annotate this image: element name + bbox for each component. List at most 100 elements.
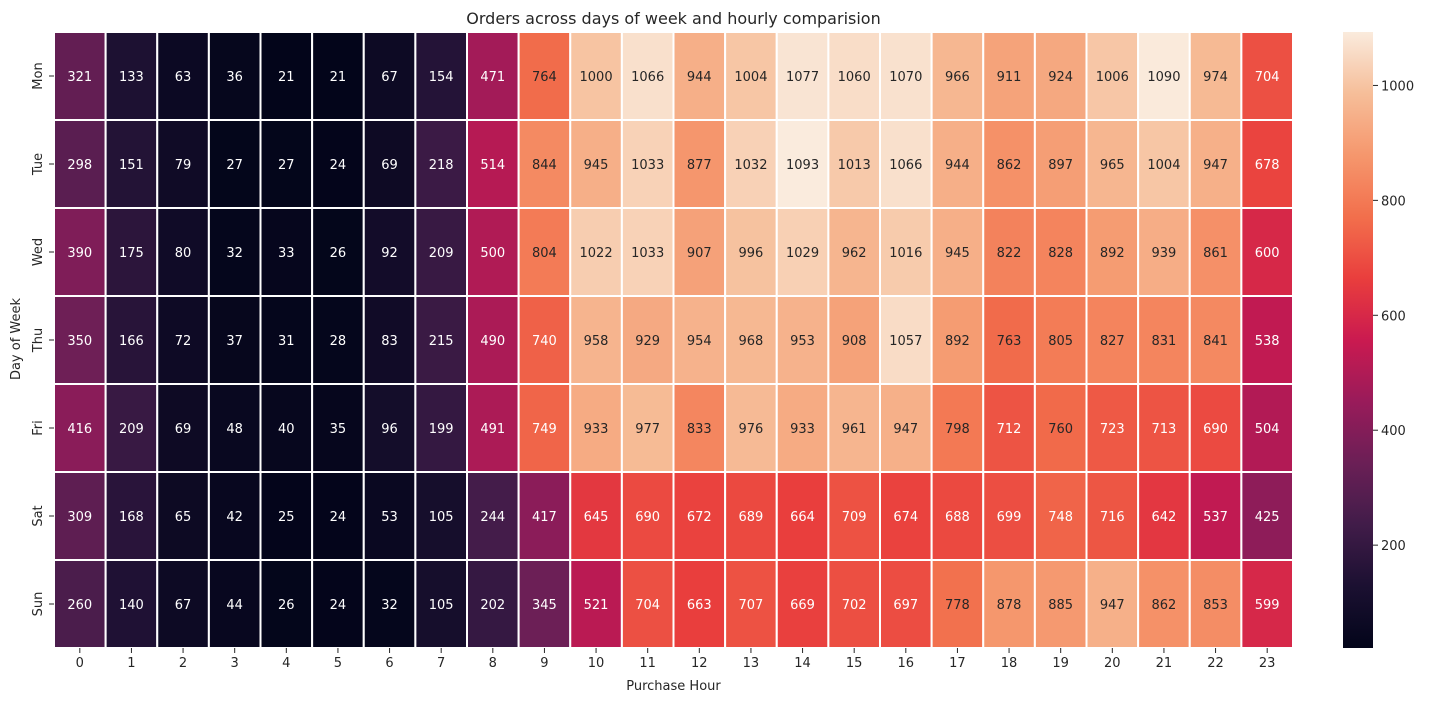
cell-value-label: 908 bbox=[842, 334, 867, 349]
x-tick-label: 18 bbox=[1001, 656, 1018, 671]
cell-value-label: 44 bbox=[226, 598, 243, 613]
cell-value-label: 154 bbox=[429, 70, 454, 85]
heatmap-cell bbox=[362, 559, 417, 649]
cell-value-label: 1057 bbox=[889, 334, 922, 349]
heatmap-cell bbox=[724, 471, 778, 561]
heatmap-cell bbox=[259, 207, 314, 297]
cell-value-label: 976 bbox=[739, 422, 764, 437]
heatmap-cell bbox=[672, 295, 727, 385]
cell-value-label: 713 bbox=[1152, 422, 1177, 437]
cell-value-label: 218 bbox=[429, 158, 454, 173]
heatmap-cell bbox=[362, 471, 417, 561]
y-tick-label: Thu bbox=[31, 328, 46, 353]
cell-value-label: 945 bbox=[584, 158, 609, 173]
cell-value-label: 1070 bbox=[889, 70, 922, 85]
cell-value-label: 599 bbox=[1255, 598, 1280, 613]
cell-value-label: 939 bbox=[1152, 246, 1177, 261]
cell-value-label: 175 bbox=[119, 246, 144, 261]
y-tick-label: Fri bbox=[31, 420, 46, 436]
cell-value-label: 707 bbox=[739, 598, 764, 613]
cell-value-label: 831 bbox=[1152, 334, 1177, 349]
heatmap-cell bbox=[569, 471, 623, 561]
y-axis-ticks: Mon Tue Wed Thu Fri Sat Sun bbox=[31, 62, 54, 616]
cell-value-label: 968 bbox=[739, 334, 764, 349]
cell-value-label: 417 bbox=[532, 510, 557, 525]
heatmap-cell bbox=[156, 119, 210, 209]
y-tick-label: Wed bbox=[31, 238, 46, 266]
cell-value-label: 690 bbox=[635, 510, 660, 525]
heatmap-cell bbox=[414, 31, 468, 121]
x-tick-label: 20 bbox=[1104, 656, 1121, 671]
cell-value-label: 1004 bbox=[734, 70, 767, 85]
cell-value-label: 944 bbox=[687, 70, 712, 85]
cell-value-label: 947 bbox=[1203, 158, 1228, 173]
heatmap-cell bbox=[156, 471, 210, 561]
y-tick-label: Mon bbox=[31, 62, 46, 89]
heatmap-cell bbox=[620, 31, 675, 121]
cell-value-label: 21 bbox=[278, 70, 295, 85]
cell-value-label: 672 bbox=[687, 510, 712, 525]
heatmap-cell bbox=[1137, 119, 1191, 209]
heatmap-cell bbox=[879, 559, 933, 649]
cell-value-label: 202 bbox=[480, 598, 505, 613]
cell-value-label: 763 bbox=[997, 334, 1022, 349]
cell-value-label: 892 bbox=[945, 334, 970, 349]
cell-value-label: 1032 bbox=[734, 158, 767, 173]
heatmap-cell bbox=[311, 383, 365, 473]
heatmap-cell bbox=[1188, 295, 1243, 385]
cell-value-label: 65 bbox=[175, 510, 192, 525]
cell-value-label: 704 bbox=[1255, 70, 1280, 85]
cell-value-label: 966 bbox=[945, 70, 970, 85]
x-tick-label: 2 bbox=[179, 656, 187, 671]
heatmap-cell bbox=[311, 471, 365, 561]
cell-value-label: 1000 bbox=[580, 70, 613, 85]
cell-value-label: 25 bbox=[278, 510, 295, 525]
cell-value-label: 491 bbox=[480, 422, 505, 437]
heatmap-cell bbox=[259, 559, 314, 649]
heatmap-cell bbox=[207, 295, 262, 385]
colorbar-tick-label: 1000 bbox=[1381, 79, 1414, 94]
cell-value-label: 514 bbox=[480, 158, 505, 173]
cell-value-label: 140 bbox=[119, 598, 144, 613]
heatmap-cell bbox=[1085, 119, 1140, 209]
heatmap-cell bbox=[982, 383, 1036, 473]
cell-value-label: 298 bbox=[67, 158, 92, 173]
x-tick-label: 3 bbox=[231, 656, 239, 671]
cell-value-label: 977 bbox=[635, 422, 660, 437]
x-tick-label: 6 bbox=[385, 656, 393, 671]
heatmap-cell bbox=[156, 383, 210, 473]
cell-value-label: 215 bbox=[429, 334, 454, 349]
heatmap-cell bbox=[104, 207, 159, 297]
heatmap-cell bbox=[104, 383, 159, 473]
cell-value-label: 244 bbox=[480, 510, 505, 525]
cell-value-label: 996 bbox=[739, 246, 764, 261]
cell-value-label: 954 bbox=[687, 334, 712, 349]
cell-value-label: 704 bbox=[635, 598, 660, 613]
cell-value-label: 42 bbox=[226, 510, 243, 525]
cell-value-label: 471 bbox=[480, 70, 505, 85]
cell-value-label: 877 bbox=[687, 158, 712, 173]
cell-value-label: 67 bbox=[175, 598, 192, 613]
cell-value-label: 645 bbox=[584, 510, 609, 525]
heatmap-cell bbox=[362, 119, 417, 209]
x-tick-label: 14 bbox=[794, 656, 811, 671]
heatmap-cell bbox=[620, 119, 675, 209]
cell-value-label: 712 bbox=[997, 422, 1022, 437]
cell-value-label: 827 bbox=[1100, 334, 1125, 349]
cell-value-label: 40 bbox=[278, 422, 295, 437]
colorbar-tick-label: 600 bbox=[1381, 309, 1406, 324]
heatmap-cell bbox=[362, 207, 417, 297]
cell-value-label: 1033 bbox=[631, 158, 664, 173]
heatmap-cell bbox=[879, 31, 933, 121]
x-tick-label: 11 bbox=[639, 656, 656, 671]
heatmap-cell bbox=[620, 559, 675, 649]
cell-value-label: 690 bbox=[1203, 422, 1228, 437]
heatmap-cell bbox=[311, 31, 365, 121]
cell-value-label: 688 bbox=[945, 510, 970, 525]
heatmap-cell bbox=[982, 295, 1036, 385]
cell-value-label: 309 bbox=[67, 510, 92, 525]
heatmap-cell bbox=[362, 295, 417, 385]
x-axis-ticks: 0 1 2 3 4 5 6 7 8 9 10 11 12 13 14 15 16 17 18 19 20 21 22 23 bbox=[76, 648, 1275, 671]
cell-value-label: 80 bbox=[175, 246, 192, 261]
y-tick-label: Sun bbox=[31, 592, 46, 617]
